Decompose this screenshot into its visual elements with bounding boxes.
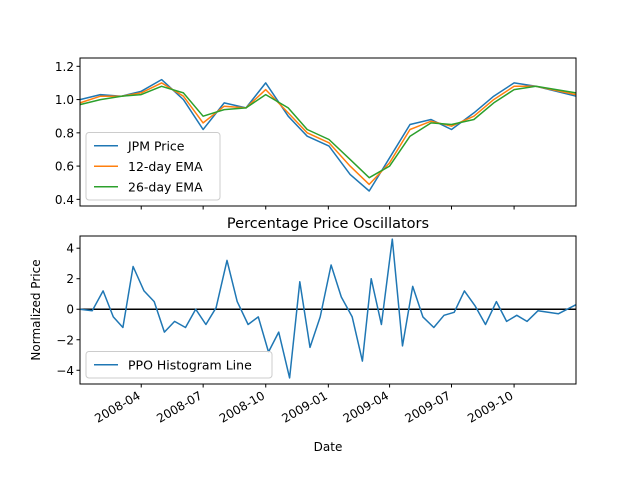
jpm-price-line [79,78,577,192]
price-y-axis: 0.4 0.6 0.8 1.0 1.2 [55,60,80,207]
26-day-ema-legend-label: 26-day EMA [128,179,203,194]
ppo-series-group [79,238,577,379]
ppo-y-tick-label: 2 [66,272,74,286]
price-legend: JPM Price 12-day EMA 26-day EMA [85,132,221,201]
price-y-tick-label: 0.6 [55,160,74,174]
y-axis-label: Normalized Price [29,259,43,360]
ppo-y-tick-label: 4 [66,242,74,256]
ppo-legend-box [85,351,273,379]
ppo-plot-frame [79,235,577,385]
price-y-tick-label: 1.0 [55,93,74,107]
price-y-tick-label: 0.4 [55,193,74,207]
price-plot-frame [79,57,577,207]
price-series-group [79,78,577,192]
12-day-ema-legend-label: 12-day EMA [128,159,203,174]
ppo-histogram-line-legend-label: PPO Histogram Line [128,357,252,372]
ppo-y-tick-label: −2 [56,333,74,347]
26-day-ema-line [79,85,577,179]
ppo-y-axis: −4 −2 0 2 4 [56,242,80,378]
ppo-chart-title: Percentage Price Oscillators [227,216,429,232]
ppo-y-tick-label: −4 [56,364,74,378]
ppo-y-tick-label: 0 [66,303,74,317]
jpm-price-legend-label: JPM Price [127,138,185,153]
price-y-tick-label: 0.8 [55,126,74,140]
x-axis-label: Date [314,440,343,454]
price-x-axis [140,206,515,210]
ppo-histogram-line-line [79,238,577,379]
ppo-legend: PPO Histogram Line [85,351,273,379]
price-legend-box [85,132,221,201]
12-day-ema-line [79,82,577,186]
price-y-tick-label: 1.2 [55,60,74,74]
price-chart: 0.4 0.6 0.8 1.0 1.2 JPM Price 12-day EMA 26-da… [55,57,577,210]
